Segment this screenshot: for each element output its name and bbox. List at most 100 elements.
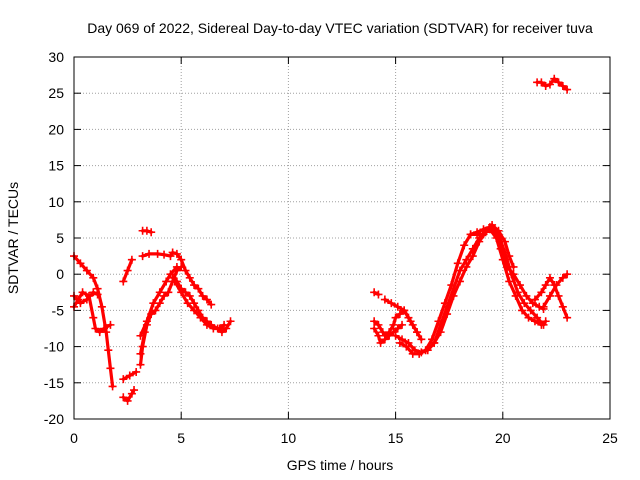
data-point-marker	[198, 291, 207, 300]
data-point-marker	[185, 291, 194, 300]
data-point-marker	[449, 291, 458, 300]
data-point-marker	[563, 313, 572, 322]
data-point-marker	[85, 291, 94, 300]
data-point-marker	[370, 324, 379, 333]
data-point-marker	[380, 335, 389, 344]
data-point-marker	[127, 255, 136, 264]
data-point-marker	[391, 313, 400, 322]
data-point-marker	[136, 360, 145, 369]
series-trace	[72, 254, 115, 388]
data-point-marker	[406, 317, 415, 326]
data-point-marker	[526, 306, 535, 315]
y-tick-label: -20	[44, 411, 64, 427]
data-point-marker	[554, 291, 563, 300]
data-series-track-16	[370, 320, 407, 347]
data-point-marker	[537, 320, 546, 329]
data-point-marker	[537, 288, 546, 297]
data-point-marker	[147, 228, 156, 237]
data-point-marker	[190, 306, 199, 315]
data-point-marker	[226, 317, 235, 326]
series-trace	[121, 388, 136, 403]
data-point-marker	[466, 230, 475, 239]
grid	[74, 57, 610, 419]
data-point-marker	[95, 328, 104, 337]
data-point-marker	[151, 306, 160, 315]
data-point-marker	[119, 277, 128, 286]
data-point-marker	[539, 302, 548, 311]
data-point-marker	[374, 290, 383, 299]
data-point-marker	[558, 302, 567, 311]
data-point-marker	[190, 281, 199, 290]
data-point-marker	[123, 396, 132, 405]
x-tick-label: 25	[602, 430, 618, 446]
data-point-marker	[430, 338, 439, 347]
data-point-marker	[149, 299, 158, 308]
data-point-marker	[537, 78, 546, 87]
data-point-marker	[172, 249, 181, 258]
y-tick-label: -5	[52, 302, 65, 318]
data-point-marker	[89, 313, 98, 322]
data-point-marker	[436, 328, 445, 337]
data-point-marker	[106, 364, 115, 373]
data-point-marker	[554, 78, 563, 87]
x-tick-label: 5	[177, 430, 185, 446]
y-tick-label: 15	[48, 158, 64, 174]
data-point-marker	[106, 320, 115, 329]
data-point-marker	[391, 331, 400, 340]
data-point-marker	[415, 349, 424, 358]
data-point-marker	[172, 262, 181, 271]
y-tick-label: 10	[48, 194, 64, 210]
data-series-track-5	[119, 386, 139, 405]
data-point-marker	[104, 346, 113, 355]
data-point-marker	[563, 270, 572, 279]
data-point-marker	[130, 386, 139, 395]
data-point-marker	[181, 266, 190, 275]
data-point-marker	[541, 317, 550, 326]
data-series-track-10	[138, 226, 156, 237]
data-point-marker	[545, 291, 554, 300]
data-series-track-17	[380, 295, 426, 344]
data-point-marker	[142, 317, 151, 326]
data-point-marker	[136, 349, 145, 358]
data-point-marker	[545, 80, 554, 89]
data-point-marker	[475, 237, 484, 246]
data-point-marker	[138, 252, 147, 261]
data-point-marker	[97, 302, 106, 311]
data-point-marker	[119, 393, 128, 402]
data-point-marker	[168, 248, 177, 257]
data-series-track-4	[119, 367, 141, 384]
data-point-marker	[215, 324, 224, 333]
data-point-marker	[387, 299, 396, 308]
data-point-marker	[125, 371, 134, 380]
data-point-marker	[74, 295, 83, 304]
series-trace	[432, 223, 516, 345]
data-series-track-20	[430, 220, 518, 347]
data-point-marker	[160, 291, 169, 300]
data-point-marker	[89, 288, 98, 297]
data-point-marker	[496, 244, 505, 253]
data-point-marker	[123, 266, 132, 275]
data-point-marker	[398, 320, 407, 329]
data-point-marker	[82, 266, 91, 275]
data-point-marker	[76, 259, 85, 268]
data-series-track-11	[138, 248, 216, 309]
data-point-marker	[503, 262, 512, 271]
data-point-marker	[220, 320, 229, 329]
chart-title: Day 069 of 2022, Sidereal Day-to-day VTE…	[87, 20, 593, 36]
data-point-marker	[164, 288, 173, 297]
data-point-marker	[479, 225, 488, 234]
y-tick-label: -15	[44, 375, 64, 391]
data-point-marker	[530, 317, 539, 326]
x-tick-label: 15	[388, 430, 404, 446]
data-point-marker	[402, 342, 411, 351]
data-point-marker	[78, 288, 87, 297]
data-point-marker	[93, 290, 102, 299]
data-point-marker	[389, 320, 398, 329]
data-point-marker	[563, 85, 572, 94]
data-point-marker	[162, 277, 171, 286]
data-point-marker	[119, 375, 128, 384]
data-series-track-8	[136, 262, 181, 340]
data-point-marker	[393, 324, 402, 333]
y-tick-label: -10	[44, 339, 64, 355]
data-point-marker	[541, 281, 550, 290]
